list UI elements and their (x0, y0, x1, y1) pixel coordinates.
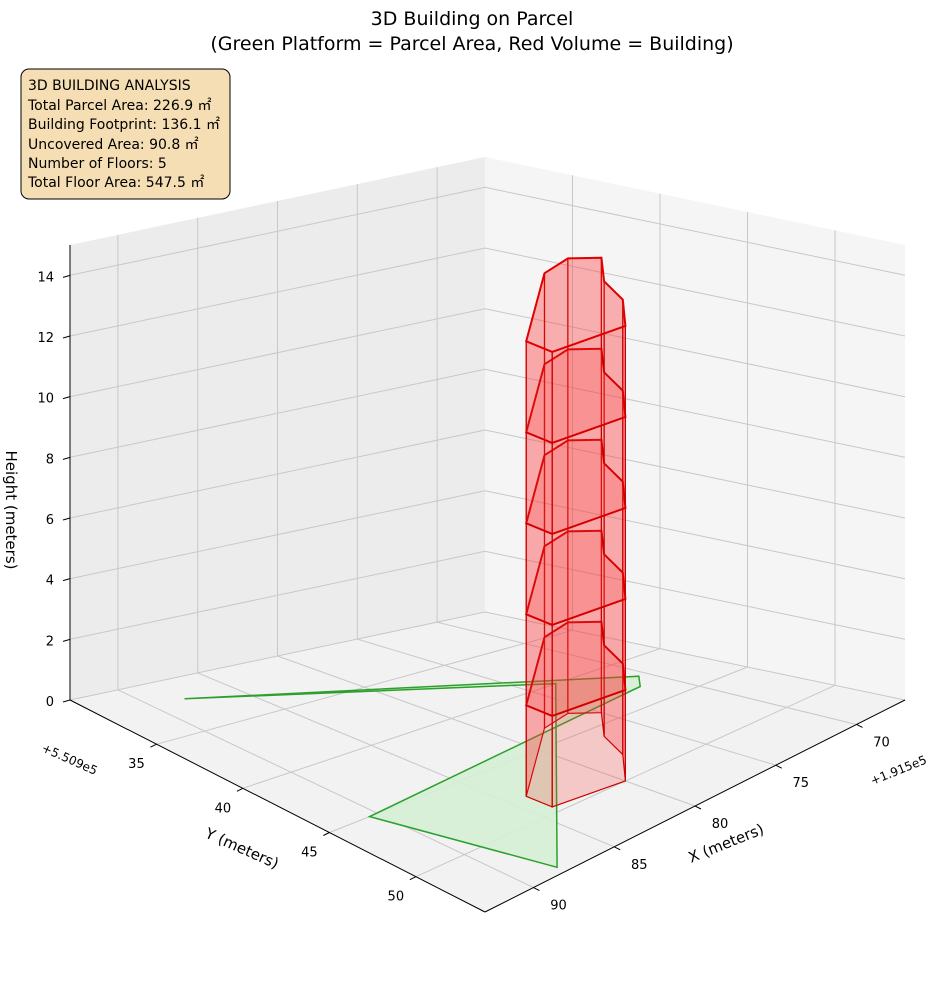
x-axis-offset: +1.915e5 (868, 753, 928, 788)
x-tick-mark (775, 764, 782, 769)
y-tick-mark (150, 743, 157, 748)
info-box: 3D BUILDING ANALYSIS Total Parcel Area: … (20, 68, 231, 200)
grid-line-z (69, 368, 906, 458)
parcel-platform (184, 675, 642, 869)
z-tick-label: 6 (46, 513, 54, 528)
x-tick-mark (614, 846, 621, 851)
building-floor (525, 256, 627, 444)
info-line-heading: 3D BUILDING ANALYSIS (28, 78, 191, 94)
grid-line-z (69, 186, 906, 276)
z-tick-label: 4 (46, 574, 54, 589)
info-line-parcel-area: Total Parcel Area: 226.9 ㎡ (27, 98, 212, 114)
building-floor (525, 347, 627, 535)
z-tick-mark (62, 517, 71, 521)
x-tick-mark (694, 805, 702, 810)
info-line-footprint: Building Footprint: 136.1 ㎡ (28, 117, 220, 133)
y-tick-label: 35 (128, 757, 145, 772)
info-box-background (20, 68, 231, 200)
x-tick-label: 90 (550, 899, 567, 914)
z-tick-label: 2 (46, 634, 54, 649)
x-tick-label: 70 (873, 735, 890, 750)
grid-line-z (69, 611, 906, 701)
building-wall (525, 340, 553, 444)
y-tick-label: 45 (301, 846, 318, 861)
y-axis-label: Y (meters) (202, 824, 282, 873)
grid-line-z (69, 550, 906, 640)
building-wall (525, 613, 553, 717)
grid-line-z (69, 247, 906, 337)
z-tick-label: 10 (37, 392, 54, 407)
y-tick-mark (236, 787, 244, 792)
z-tick-label: 8 (46, 452, 54, 467)
building-floor (525, 529, 627, 717)
y-axis-offset: +5.509e5 (40, 741, 100, 778)
z-tick-mark (62, 638, 71, 642)
parcel-polygon (184, 675, 642, 869)
z-tick-label: 12 (37, 331, 54, 346)
z-tick-mark (62, 396, 71, 400)
z-tick-mark (62, 456, 71, 460)
grid-line-z (69, 308, 906, 398)
right-wall-pane (485, 157, 905, 700)
x-tick-mark (856, 724, 863, 728)
x-tick-label: 75 (792, 776, 809, 791)
building-wall (525, 522, 553, 626)
info-line-floors: Number of Floors: 5 (28, 156, 167, 172)
y-tick-label: 50 (388, 890, 405, 905)
building-wall (525, 704, 553, 808)
grid-line-z (69, 490, 906, 580)
building-volume (525, 256, 627, 808)
z-tick-mark (62, 578, 71, 582)
x-tick-label: 85 (631, 858, 648, 873)
z-axis-label: Height (meters) (2, 451, 20, 570)
building-wall (525, 431, 553, 535)
y-tick-mark (323, 832, 330, 836)
z-tick-mark (62, 274, 71, 278)
z-tick-label: 14 (37, 270, 54, 285)
tick-labels: 70 75 80 85 90 35 40 45 50 0 2 4 6 8 10 12 14 (37, 270, 889, 913)
y-tick-label: 40 (215, 801, 232, 816)
y-tick-mark (409, 876, 417, 881)
grid-line-z (69, 429, 906, 519)
info-line-floor-area: Total Floor Area: 547.5 ㎡ (27, 175, 204, 191)
z-tick-mark (62, 335, 71, 339)
chart-title: 3D Building on Parcel (371, 8, 574, 30)
info-line-uncovered: Uncovered Area: 90.8 ㎡ (28, 137, 199, 153)
z-tick-label: 0 (46, 695, 54, 710)
z-tick-mark (62, 699, 71, 703)
x-tick-label: 80 (712, 817, 729, 832)
building-floor-slab (525, 256, 627, 353)
chart-subtitle: (Green Platform = Parcel Area, Red Volum… (210, 33, 733, 55)
x-tick-mark (533, 887, 540, 891)
